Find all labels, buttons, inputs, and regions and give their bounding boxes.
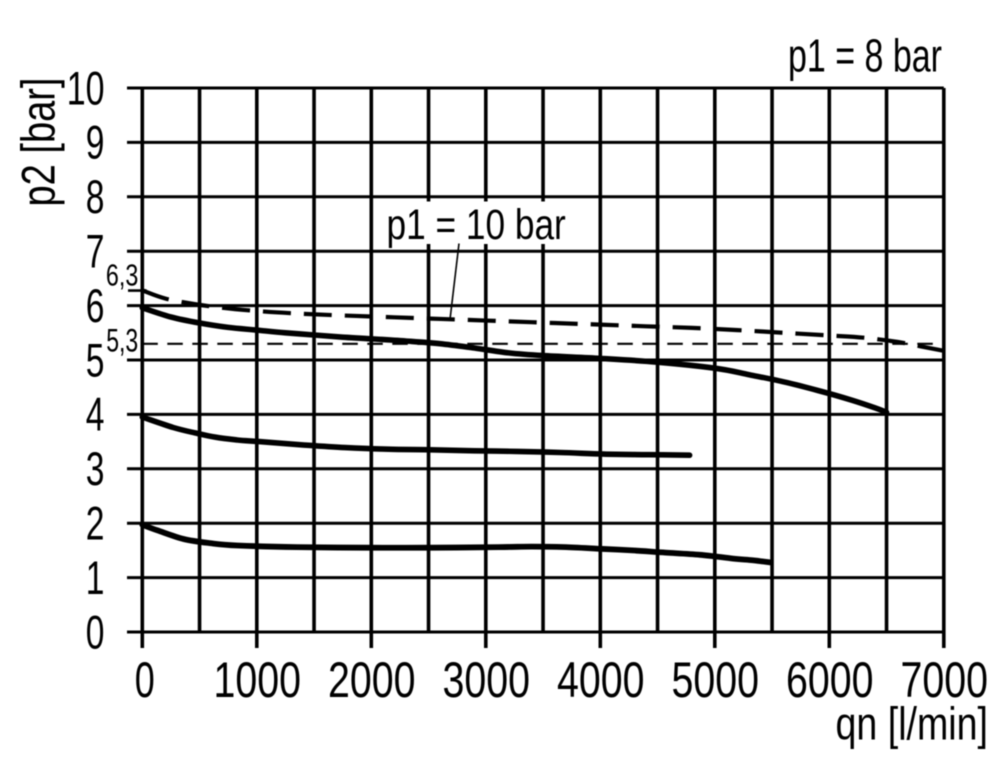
svg-text:4000: 4000 bbox=[557, 651, 645, 708]
svg-text:qn [l/min]: qn [l/min] bbox=[836, 698, 989, 750]
svg-text:6,3: 6,3 bbox=[106, 258, 138, 293]
svg-text:5000: 5000 bbox=[672, 651, 760, 708]
svg-text:5: 5 bbox=[86, 334, 105, 387]
svg-text:6000: 6000 bbox=[786, 651, 874, 708]
svg-text:7000: 7000 bbox=[901, 651, 989, 708]
svg-text:0: 0 bbox=[135, 651, 155, 708]
svg-text:10: 10 bbox=[67, 62, 105, 115]
svg-text:6: 6 bbox=[86, 280, 105, 333]
svg-text:8: 8 bbox=[86, 171, 105, 224]
svg-text:p1 = 10 bar: p1 = 10 bar bbox=[387, 201, 566, 249]
svg-text:0: 0 bbox=[86, 606, 105, 659]
svg-text:1: 1 bbox=[86, 552, 105, 605]
svg-text:2000: 2000 bbox=[328, 651, 416, 708]
svg-text:5,3: 5,3 bbox=[106, 323, 138, 359]
svg-text:2: 2 bbox=[86, 498, 105, 551]
svg-text:7: 7 bbox=[86, 226, 105, 279]
svg-text:p2 [bar]: p2 [bar] bbox=[12, 78, 65, 207]
svg-text:3: 3 bbox=[86, 443, 105, 496]
svg-text:3000: 3000 bbox=[443, 651, 531, 708]
svg-text:4: 4 bbox=[86, 389, 105, 442]
svg-text:p1 = 8 bar: p1 = 8 bar bbox=[788, 30, 942, 82]
svg-text:9: 9 bbox=[86, 117, 105, 170]
svg-text:1000: 1000 bbox=[214, 651, 302, 708]
